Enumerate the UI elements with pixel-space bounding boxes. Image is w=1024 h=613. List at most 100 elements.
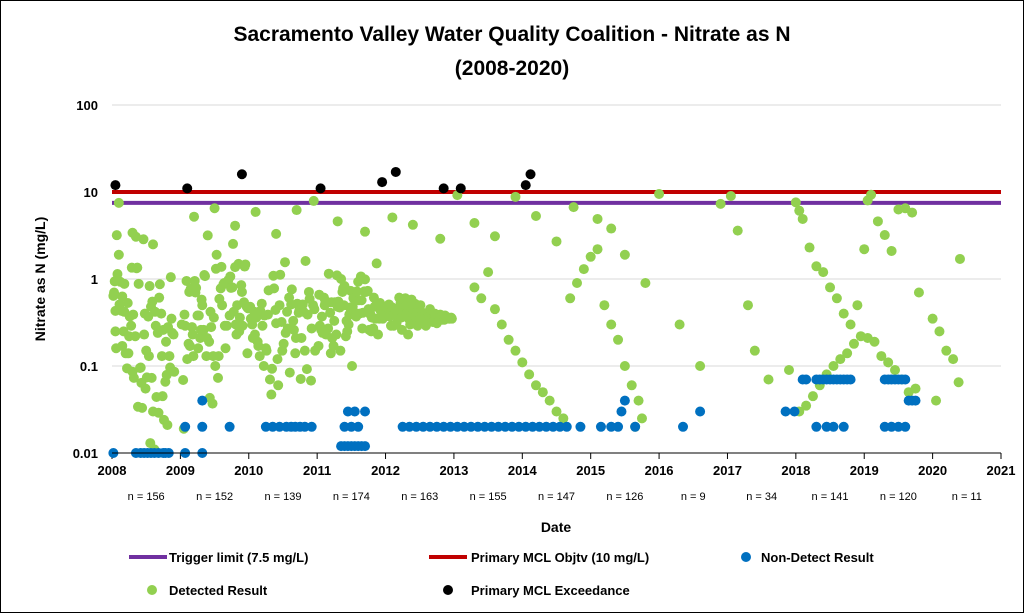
data-point [148,239,159,250]
data-point [725,190,736,201]
data-point [342,406,353,417]
data-point [127,227,138,238]
data-point [316,311,327,322]
x-tick-label: 2009 [166,463,195,478]
data-point [479,421,490,432]
data-point [445,421,456,432]
data-point [237,320,248,331]
data-point [313,340,324,351]
data-point [811,421,822,432]
data-point [271,228,282,239]
sample-count-label: n = 34 [746,491,777,503]
data-point [227,282,238,293]
data-point [828,361,839,371]
data-point [260,421,271,432]
legend-detected-label: Detected Result [169,583,268,598]
data-point [613,334,624,345]
data-point [288,324,299,335]
data-point [695,361,706,371]
data-point [291,205,302,216]
data-point [128,372,139,383]
data-point [360,226,371,237]
data-point [749,345,760,356]
data-point [197,421,208,432]
data-point [181,275,192,286]
sample-count-label: n = 147 [538,491,575,503]
data-point [537,387,548,398]
data-point [269,283,280,294]
data-point [446,313,457,324]
data-point [315,183,326,194]
data-point [674,319,685,330]
data-point [119,278,130,289]
data-point [640,277,651,288]
data-point [825,282,836,293]
data-point [592,213,603,224]
data-point [530,380,541,391]
data-point [525,169,536,180]
data-point [143,351,154,362]
data-point [404,421,415,432]
data-point [110,326,121,337]
data-point [879,230,890,241]
data-point [188,351,199,362]
data-point [256,298,267,309]
data-point [346,421,357,432]
y-tick-label: 1 [91,272,98,287]
data-point [179,309,190,320]
data-point [234,312,245,323]
data-point [821,421,832,432]
data-point [273,380,284,391]
data-point [387,212,398,223]
y-tick-label: 10 [84,185,98,200]
data-point [619,395,630,406]
data-point [852,300,863,311]
data-point [266,389,277,400]
data-point [123,348,134,359]
data-point [216,261,227,272]
data-point [927,313,938,324]
data-point [910,395,921,406]
data-point [801,374,812,385]
x-tick-label: 2021 [987,463,1016,478]
data-point [503,334,514,345]
data-point [561,421,572,432]
data-point [117,291,128,302]
data-point [954,253,965,264]
data-point [162,419,173,430]
data-point [156,351,167,362]
data-point [302,309,313,320]
data-point [166,313,177,324]
legend-exceedance-label: Primary MCL Exceedance [471,583,630,598]
data-point [859,244,870,255]
data-point [301,364,312,375]
data-point [305,375,316,386]
data-point [146,372,157,383]
data-point [544,395,555,406]
data-point [619,361,630,371]
data-point [332,216,343,227]
data-point [280,257,291,268]
data-point [397,421,408,432]
data-point [472,421,483,432]
data-point [500,421,511,432]
x-tick-label: 2010 [234,463,263,478]
data-point [489,304,500,315]
data-point [797,213,808,224]
data-point [469,218,480,229]
data-point [790,197,801,208]
data-point [360,274,371,285]
data-point [575,421,586,432]
legend-nondetect-marker [741,552,751,562]
data-point [411,421,422,432]
reference-lines [112,190,1001,205]
data-point [452,421,463,432]
data-point [568,202,579,213]
data-point [257,320,268,331]
sample-count-label: n = 152 [196,491,233,503]
data-point [619,249,630,260]
data-point [403,329,414,340]
y-tick-label: 0.01 [73,446,98,461]
data-point [493,421,504,432]
